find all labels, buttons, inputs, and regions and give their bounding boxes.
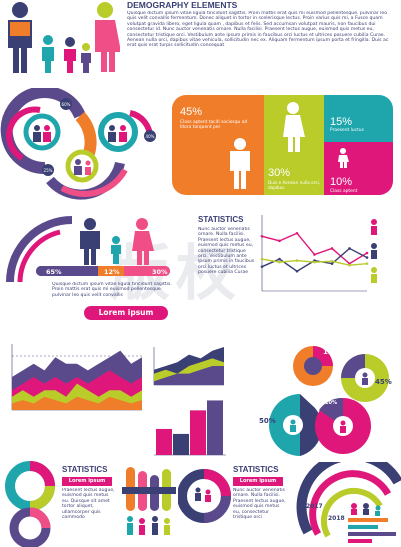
- line-point-3-1: [260, 257, 264, 261]
- card-10-desc: Class aptent: [330, 189, 358, 194]
- pie-label-45: 45%: [375, 378, 392, 386]
- pill-bars: [122, 467, 176, 535]
- line-chart: [260, 215, 369, 292]
- card-10-value: 10%: [330, 176, 353, 188]
- line-point-1-3: [295, 231, 299, 235]
- year-label-2017: 2017: [306, 503, 323, 510]
- woman-icon: [283, 102, 305, 152]
- line-chart-icons: [371, 219, 377, 283]
- pie-label-10: 10%: [325, 400, 337, 406]
- area2-series-3: [154, 366, 224, 385]
- bar-3: [190, 410, 206, 455]
- pie-label-50: 50%: [259, 417, 276, 425]
- card-45-value: 45%: [180, 106, 203, 118]
- line-point-2-5: [330, 262, 334, 265]
- pie-label-15: 15%: [323, 348, 340, 356]
- stats3-title: STATISTICS: [233, 465, 279, 474]
- people-bar-segment-1: [36, 266, 98, 276]
- line-point-3-4: [313, 260, 316, 264]
- line-point-2-6: [348, 247, 351, 250]
- year-label-2018: 2018: [328, 515, 345, 522]
- card-30-value: 30%: [268, 167, 291, 179]
- line-point-2-3: [295, 269, 299, 273]
- donut-label-1: 60%: [62, 102, 71, 107]
- bar-4: [207, 400, 223, 455]
- pie-cluster: 15% 45% 50% 10%: [259, 346, 392, 456]
- stats3-badge: Lorem ipsum: [233, 477, 283, 486]
- timeline-rings: 2017 2018: [296, 462, 401, 543]
- area1-series-4: [12, 396, 142, 410]
- page-title: DEMOGRAPHY ELEMENTS: [127, 0, 238, 10]
- line-point-3-5: [330, 260, 334, 263]
- stats2-badge: Lorem ipsum: [62, 477, 112, 486]
- child-icon: [338, 148, 349, 168]
- line-point-3-2: [278, 260, 281, 264]
- people-bar-label-2: 12%: [104, 268, 120, 276]
- line-point-1-2: [278, 239, 281, 243]
- line-point-1-1: [260, 234, 264, 238]
- area-chart-2: [153, 347, 224, 386]
- line-point-3-7: [365, 262, 369, 265]
- stats2-title: STATISTICS: [62, 465, 108, 474]
- lorem-ipsum-button[interactable]: Lorem ipsum: [84, 306, 168, 320]
- stats3-body: Nunc auctor venenatis ornare. Nulla faci…: [233, 488, 286, 521]
- bottom-donuts: [5, 461, 55, 547]
- card-30-desc: Duis e Aenean nulla orci, dapibus: [268, 180, 321, 190]
- card-15-value: 15%: [330, 116, 353, 128]
- card-45-desc: Class aptent taciti sociosqu ad litora t…: [180, 120, 248, 131]
- bar-1: [156, 428, 172, 455]
- header-body-text: Quisque dictum ipsum vitae ligula tincid…: [127, 11, 389, 49]
- family-icon: [8, 2, 120, 73]
- demography-rings: 60% 40% 25%: [0, 88, 156, 200]
- people-bar-text: Quisque dictum ipsum vitae ligula tincid…: [52, 282, 172, 298]
- people-bar-label-1: 65%: [46, 268, 62, 276]
- bottom-center-donut: [178, 469, 231, 523]
- donut-label-3: 25%: [44, 168, 53, 173]
- people-bar-segment-3: [124, 266, 170, 276]
- bar-chart: [154, 400, 226, 456]
- line-point-1-7: [365, 251, 369, 255]
- card-panel-15: [324, 95, 393, 142]
- stats2-body: Praesent lectus augue, euismod quis metu…: [62, 488, 115, 521]
- bar-2: [173, 433, 189, 455]
- line-point-3-6: [348, 263, 351, 267]
- line-point-1-4: [313, 253, 316, 256]
- line-point-2-1: [260, 265, 264, 268]
- stats1-title: STATISTICS: [198, 215, 244, 224]
- people-arc: [6, 216, 154, 283]
- people-progress-bar: [36, 266, 170, 276]
- line-point-2-2: [278, 257, 281, 261]
- card-panel-45: [172, 95, 264, 195]
- area-chart-1: [11, 344, 142, 411]
- card-15-desc: Praesent luctus: [330, 128, 364, 133]
- line-point-1-5: [330, 247, 334, 250]
- donut-label-2: 40%: [146, 134, 155, 139]
- line-point-2-7: [365, 256, 369, 259]
- people-bar-label-3: 30%: [152, 268, 168, 276]
- stats1-body: Nunc auctor venenatis ornare. Nulla faci…: [198, 227, 255, 276]
- stats-card: [172, 95, 393, 195]
- line-point-3-3: [295, 259, 299, 262]
- card-panel-10: [324, 142, 393, 195]
- people-bar-segment-2: [98, 266, 124, 276]
- man-icon: [230, 138, 250, 189]
